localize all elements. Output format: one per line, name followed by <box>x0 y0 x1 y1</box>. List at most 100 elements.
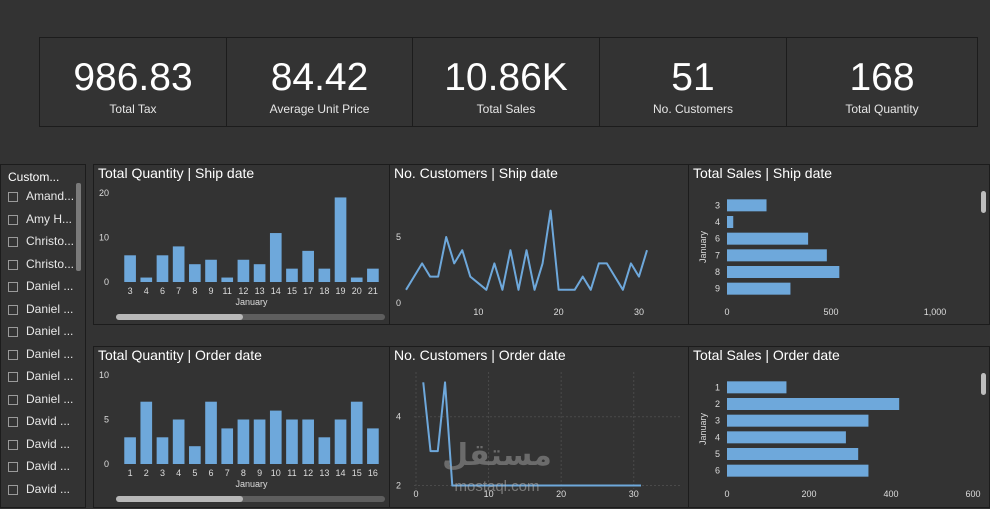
chart-panel-customers-order: No. Customers | Order date 2 4 0 10 20 30 <box>389 346 689 508</box>
x-tick-label: 5 <box>192 468 197 478</box>
slicer-item[interactable]: Christo... <box>8 257 78 275</box>
slicer-item[interactable]: David ... <box>8 459 78 477</box>
kpi-label: Total Tax <box>109 102 157 116</box>
x-tick-label: 400 <box>883 489 898 499</box>
y-tick-label: 5 <box>396 232 401 242</box>
horizontal-scrollbar[interactable] <box>116 314 385 320</box>
slicer-item-label: Christo... <box>26 256 75 271</box>
x-tick-label: 12 <box>303 468 313 478</box>
x-tick-label: 6 <box>209 468 214 478</box>
customer-slicer[interactable]: Custom... Amand... Amy H... Christo... Chri… <box>0 164 86 508</box>
checkbox[interactable] <box>8 192 18 202</box>
chart-customers-ship-date[interactable]: 0 5 10 20 30 <box>390 165 690 326</box>
checkbox[interactable] <box>8 214 18 225</box>
x-tick-label: 15 <box>287 286 297 296</box>
x-tick-label: 10 <box>271 468 281 478</box>
slicer-item[interactable]: David ... <box>8 414 78 432</box>
x-tick-label: 11 <box>287 468 296 478</box>
slicer-item[interactable]: Daniel ... <box>8 369 78 387</box>
series-line <box>422 381 641 487</box>
y-tick-label: 6 <box>715 466 720 476</box>
chart-sales-ship-date[interactable]: 3 4 6 7 8 9 0 500 1,000 January <box>689 165 990 326</box>
chart-title: Total Sales | Order date <box>693 347 840 363</box>
bar <box>334 419 347 464</box>
kpi-label: Average Unit Price <box>269 102 370 116</box>
slicer-item[interactable]: Daniel ... <box>8 302 78 320</box>
vertical-scrollbar[interactable] <box>981 373 986 395</box>
slicer-item[interactable]: Daniel ... <box>8 392 78 410</box>
checkbox[interactable] <box>8 394 18 405</box>
chart-panel-sales-order: Total Sales | Order date 1 2 3 4 5 6 0 200 400 60… <box>688 346 990 508</box>
checkbox[interactable] <box>8 304 18 315</box>
x-tick-label: 1,000 <box>924 307 947 317</box>
y-tick-label: 1 <box>715 382 720 392</box>
slicer-item[interactable]: Daniel ... <box>8 324 78 342</box>
x-tick-label: 14 <box>271 286 281 296</box>
y-tick-label: 8 <box>715 267 720 277</box>
checkbox[interactable] <box>8 282 18 292</box>
bar <box>124 255 136 282</box>
x-tick-label: 1 <box>128 468 133 478</box>
slicer-item-label: Amand... <box>26 189 75 203</box>
slicer-item[interactable]: David ... <box>8 437 78 455</box>
kpi-label: Total Sales <box>476 102 536 116</box>
slicer-item[interactable]: Christo... <box>8 234 78 252</box>
watermark-logo: مستقل mostaql.com <box>432 438 562 498</box>
x-tick-label: 20 <box>556 489 566 499</box>
checkbox[interactable] <box>8 462 18 472</box>
vertical-scrollbar[interactable] <box>981 191 986 213</box>
x-tick-label: 9 <box>209 286 214 296</box>
checkbox[interactable] <box>8 484 18 495</box>
kpi-value: 168 <box>849 56 915 99</box>
kpi-value: 10.86K <box>444 56 568 99</box>
slicer-item[interactable]: Daniel ... <box>8 347 78 365</box>
slicer-item-label: David ... <box>26 414 71 428</box>
bar <box>237 419 250 464</box>
x-tick-label: 0 <box>724 489 729 499</box>
checkbox[interactable] <box>8 259 18 270</box>
slicer-item[interactable]: Daniel ... <box>8 279 78 297</box>
slicer-item-label: Daniel ... <box>26 324 74 338</box>
scrollbar-thumb[interactable] <box>116 496 243 502</box>
slicer-item[interactable]: Amy H... <box>8 212 78 230</box>
y-axis-label: January <box>698 230 708 263</box>
bar <box>727 381 787 394</box>
bar <box>189 446 201 464</box>
slicer-item[interactable]: Amand... <box>8 189 78 207</box>
slicer-title: Custom... <box>8 170 60 184</box>
slicer-item-label: David ... <box>26 436 71 451</box>
bar <box>140 401 153 464</box>
bar <box>727 232 809 245</box>
bar <box>727 216 734 228</box>
checkbox[interactable] <box>8 372 18 382</box>
checkbox[interactable] <box>8 439 18 450</box>
chart-quantity-ship-date[interactable]: 0 10 20 3 4 6 7 8 9 11 12 13 14 15 17 18 19 20 21 January <box>94 165 391 326</box>
checkbox[interactable] <box>8 417 18 427</box>
checkbox[interactable] <box>8 349 18 360</box>
x-tick-label: 16 <box>368 468 378 478</box>
watermark-latin: mostaql.com <box>454 478 540 495</box>
bar <box>727 448 859 460</box>
slicer-item-label: Daniel ... <box>26 369 74 383</box>
bar <box>302 419 314 464</box>
x-tick-label: 21 <box>368 286 378 296</box>
slicer-item[interactable]: David ... <box>8 482 78 500</box>
x-tick-label: 600 <box>965 489 980 499</box>
checkbox[interactable] <box>8 327 18 337</box>
x-tick-label: 9 <box>257 468 262 478</box>
bar <box>350 277 363 282</box>
chart-sales-order-date[interactable]: 1 2 3 4 5 6 0 200 400 600 January <box>689 347 990 509</box>
horizontal-scrollbar[interactable] <box>116 496 385 502</box>
bar <box>253 419 266 464</box>
chart-customers-order-date[interactable]: 2 4 0 10 20 30 <box>390 347 690 509</box>
bar <box>172 419 185 464</box>
y-tick-label: 4 <box>715 432 720 442</box>
watermark-arabic: مستقل <box>442 438 552 473</box>
bar <box>367 268 379 282</box>
scrollbar-thumb[interactable] <box>116 314 243 320</box>
checkbox[interactable] <box>8 237 18 247</box>
slicer-item-label: Amy H... <box>26 211 73 226</box>
slicer-scrollbar[interactable] <box>76 183 81 271</box>
y-tick-label: 3 <box>715 200 720 210</box>
